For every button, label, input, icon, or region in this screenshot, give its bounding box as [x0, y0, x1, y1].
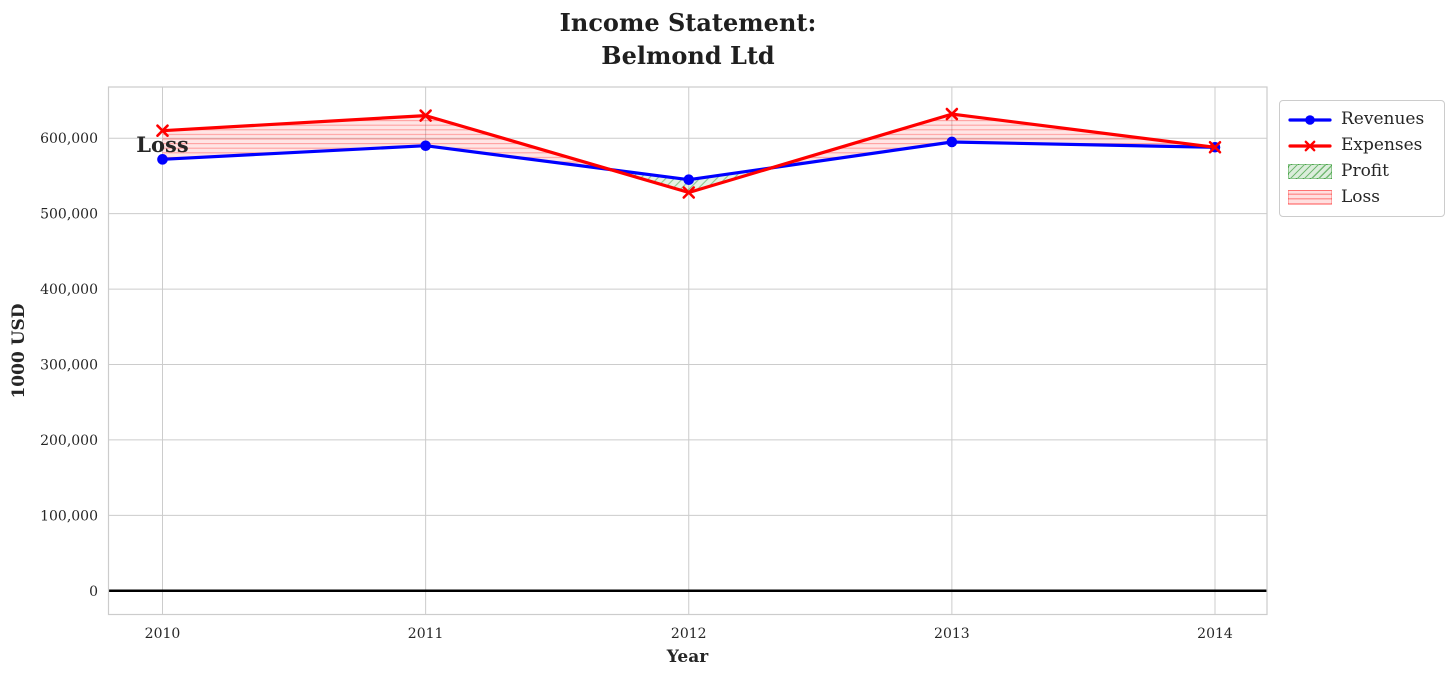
revenues-marker [946, 136, 958, 148]
x-tick-label: 2014 [1197, 626, 1233, 642]
plot-frame [107, 86, 1268, 616]
loss-annotation: Loss [136, 132, 188, 157]
legend-revenues-line-swatch [1288, 115, 1332, 125]
revenues-marker [683, 174, 695, 185]
legend-label: Expenses [1341, 135, 1423, 156]
legend-item-expenses: Expenses [1288, 133, 1436, 159]
expenses-marker [945, 107, 959, 121]
legend-loss-patch-swatch [1288, 189, 1332, 205]
x-tick-label: 2011 [408, 626, 444, 642]
legend-expenses-line-swatch [1288, 140, 1332, 152]
x-tick-label: 2013 [934, 626, 970, 642]
x-tick-label: 2010 [145, 626, 181, 642]
legend: Revenues Expenses Profit Loss [1279, 100, 1445, 217]
y-tick-label: 600,000 [40, 131, 98, 147]
y-axis-label: 1000 USD [9, 303, 29, 398]
revenues-marker [420, 140, 431, 152]
loss-fill-region [771, 114, 1215, 168]
y-tick-label: 300,000 [40, 358, 98, 374]
revenues-marker [157, 154, 168, 165]
legend-label: Loss [1341, 186, 1380, 207]
gridlines [108, 87, 1267, 615]
y-tick-label: 0 [89, 584, 98, 600]
y-tick-label: 100,000 [40, 508, 98, 524]
legend-profit-patch-swatch [1288, 163, 1332, 179]
legend-label: Revenues [1341, 109, 1425, 130]
expenses-marker [419, 109, 432, 122]
y-tick-label: 500,000 [40, 207, 98, 223]
x-axis-label: Year [666, 647, 709, 667]
y-tick-label: 200,000 [40, 433, 98, 449]
series-lines [156, 107, 1222, 199]
loss-fill-region [162, 115, 611, 170]
expenses-marker [1208, 140, 1222, 154]
chart-title: Income Statement: Belmond Ltd [559, 8, 817, 70]
expenses-marker [156, 124, 169, 137]
axis-tick-labels: 0 100,000 200,000 300,000 400,000 500,000 600,… [40, 131, 1233, 642]
x-tick-label: 2012 [671, 626, 707, 642]
legend-item-revenues: Revenues [1288, 107, 1436, 133]
legend-label: Profit [1341, 160, 1389, 181]
expenses-marker [682, 186, 696, 199]
legend-item-loss: Loss [1288, 184, 1436, 210]
legend-item-profit: Profit [1288, 159, 1436, 185]
y-tick-label: 400,000 [40, 282, 98, 298]
